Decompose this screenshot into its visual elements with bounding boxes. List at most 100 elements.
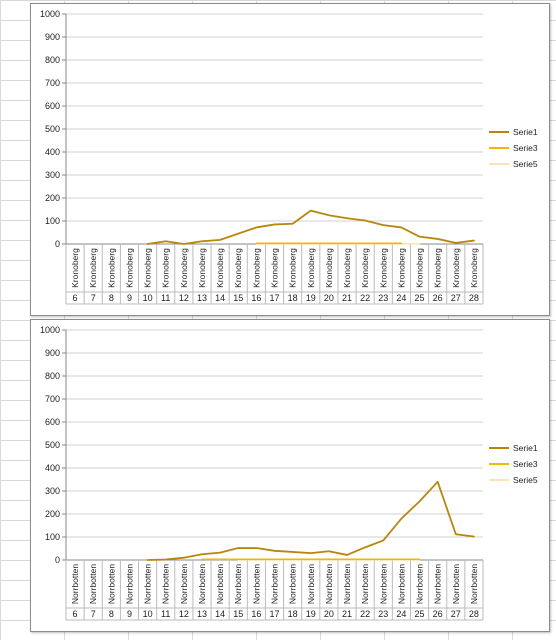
- y-tick-label: 300: [45, 170, 60, 180]
- x-region-label: Kronoberg: [233, 248, 243, 288]
- x-tick-label: 11: [161, 609, 170, 619]
- x-tick-label: 13: [197, 293, 207, 303]
- y-tick-label: 600: [45, 101, 60, 111]
- x-tick-label: 6: [73, 293, 78, 303]
- x-tick-label: 27: [451, 609, 461, 619]
- y-tick-label: 700: [45, 78, 60, 88]
- x-tick-label: 8: [109, 609, 114, 619]
- legend-label-serie1: Serie1: [513, 127, 538, 137]
- x-tick-label: 9: [127, 609, 132, 619]
- x-tick-label: 15: [233, 609, 243, 619]
- legend-label-serie3: Serie3: [513, 459, 538, 469]
- chart-kronoberg-svg: 0 100 200 300 400 500 600 700 800 900 1000 Kronober…: [40, 9, 538, 305]
- x-region-label: Kronoberg: [324, 248, 334, 288]
- y-tick-label: 100: [45, 216, 60, 226]
- y-tick-label: 200: [45, 193, 60, 203]
- x-tick-label: 28: [469, 293, 479, 303]
- x-tick-label: 21: [342, 293, 352, 303]
- x-region-label: Kronoberg: [161, 248, 171, 288]
- y-tick-label: 600: [45, 417, 60, 427]
- x-tick-label: 18: [288, 609, 298, 619]
- x-tick-label: 21: [342, 609, 352, 619]
- x-region-label: Kronoberg: [342, 248, 352, 288]
- x-region-label: Norrbotten: [106, 564, 116, 604]
- x-region-label: Kronoberg: [251, 248, 261, 288]
- x-region-label: Kronoberg: [270, 248, 280, 288]
- x-region-label: Kronoberg: [106, 248, 116, 288]
- x-tick-label: 25: [415, 293, 425, 303]
- x-tick-label: 15: [233, 293, 243, 303]
- x-region-label: Kronoberg: [433, 248, 443, 288]
- x-region-label: Norrbotten: [433, 564, 443, 604]
- x-tick-label: 16: [251, 293, 261, 303]
- x-tick-label: 28: [469, 609, 479, 619]
- x-tick-label: 7: [91, 609, 96, 619]
- x-region-label: Kronoberg: [360, 248, 370, 288]
- y-tick-label: 900: [45, 348, 60, 358]
- y-tick-label: 700: [45, 394, 60, 404]
- x-tick-label: 6: [73, 609, 78, 619]
- x-region-label: Norrbotten: [161, 564, 171, 604]
- x-region-label: Kronoberg: [378, 248, 388, 288]
- y-tick-label: 500: [45, 124, 60, 134]
- x-region-label: Kronoberg: [469, 248, 479, 288]
- x-tick-label: 19: [306, 293, 316, 303]
- x-tick-label: 7: [91, 293, 96, 303]
- x-region-label: Norrbotten: [396, 564, 406, 604]
- x-tick-label: 20: [324, 293, 334, 303]
- x-tick-label: 23: [378, 609, 388, 619]
- x-region-label: Kronoberg: [124, 248, 134, 288]
- x-region-label: Norrbotten: [451, 564, 461, 604]
- x-region-label: Norrbotten: [197, 564, 207, 604]
- x-tick-label: 12: [179, 293, 189, 303]
- x-region-label: Norrbotten: [88, 564, 98, 604]
- x-tick-label: 25: [415, 609, 425, 619]
- y-tick-label: 200: [45, 509, 60, 519]
- x-tick-label: 16: [251, 609, 261, 619]
- x-region-label: Norrbotten: [360, 564, 370, 604]
- x-tick-label: 10: [143, 293, 153, 303]
- x-tick-label: 20: [324, 609, 334, 619]
- x-region-label: Kronoberg: [288, 248, 298, 288]
- chart-norrbotten[interactable]: 0 100 200 300 400 500 600 700 800 900 1000 Norrbott…: [30, 319, 550, 632]
- series-line-serie1: [146, 209, 475, 245]
- x-tick-label: 17: [269, 609, 279, 619]
- x-tick-label: 26: [433, 609, 443, 619]
- x-tick-label: 10: [143, 609, 153, 619]
- y-tick-label: 400: [45, 463, 60, 473]
- x-region-label: Kronoberg: [88, 248, 98, 288]
- legend-label-serie5: Serie5: [513, 475, 538, 485]
- y-tick-label: 0: [55, 555, 60, 565]
- x-region-label: Norrbotten: [70, 564, 80, 604]
- x-tick-label: 18: [288, 293, 298, 303]
- y-tick-label: 0: [55, 239, 60, 249]
- x-tick-label: 11: [161, 293, 170, 303]
- y-tick-label: 1000: [40, 9, 60, 19]
- x-region-label: Kronoberg: [306, 248, 316, 288]
- legend-label-serie1: Serie1: [513, 443, 538, 453]
- x-tick-label: 27: [451, 293, 461, 303]
- x-region-label: Norrbotten: [251, 564, 261, 604]
- x-region-label: Kronoberg: [197, 248, 207, 288]
- x-tick-label: 23: [378, 293, 388, 303]
- y-tick-label: 100: [45, 532, 60, 542]
- x-region-label: Kronoberg: [396, 248, 406, 288]
- chart-kronoberg[interactable]: 0 100 200 300 400 500 600 700 800 900 1000 Kronober…: [30, 3, 550, 316]
- x-region-label: Kronoberg: [143, 248, 153, 288]
- y-tick-label: 1000: [40, 325, 60, 335]
- x-region-label: Norrbotten: [215, 564, 225, 604]
- x-region-label: Kronoberg: [179, 248, 189, 288]
- x-tick-label: 22: [360, 293, 370, 303]
- x-region-label: Kronoberg: [451, 248, 461, 288]
- x-region-label: Norrbotten: [124, 564, 134, 604]
- x-region-label: Norrbotten: [415, 564, 425, 604]
- y-tick-label: 900: [45, 32, 60, 42]
- x-tick-label: 8: [109, 293, 114, 303]
- x-region-label: Norrbotten: [233, 564, 243, 604]
- legend-label-serie5: Serie5: [513, 159, 538, 169]
- x-region-label: Kronoberg: [70, 248, 80, 288]
- y-tick-label: 800: [45, 55, 60, 65]
- x-tick-label: 17: [269, 293, 279, 303]
- x-region-label: Norrbotten: [143, 564, 153, 604]
- x-region-label: Norrbotten: [324, 564, 334, 604]
